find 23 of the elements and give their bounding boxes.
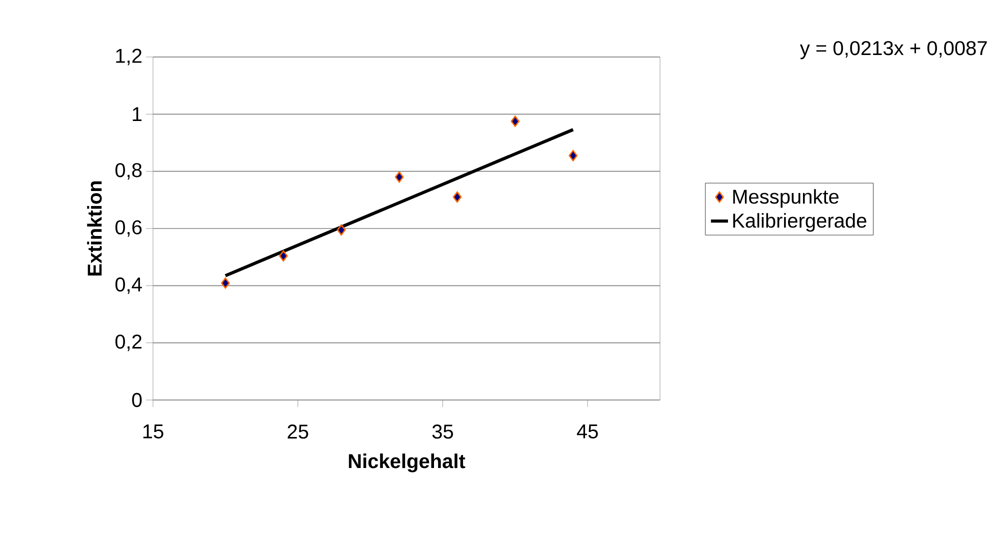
- x-tick-label: 45: [576, 424, 598, 438]
- legend-label: Messpunkte: [733, 189, 839, 208]
- point: [452, 191, 462, 203]
- x-tick-label: 25: [288, 424, 308, 439]
- point: [221, 277, 230, 289]
- x-tick-label: 15: [143, 424, 164, 438]
- y-tick-label: 0,6: [115, 220, 142, 237]
- y-tick-label: 0,4: [115, 277, 142, 294]
- point: [568, 150, 578, 162]
- point: [510, 116, 520, 127]
- x-tick-label: 35: [432, 424, 453, 439]
- point: [336, 224, 346, 236]
- y-tick-label: 0: [132, 392, 142, 408]
- point: [278, 250, 288, 262]
- y-tick-label: 1,2: [116, 48, 142, 66]
- legend-label: Kalibriergerade: [733, 213, 866, 232]
- y-axis-title: Extinktion: [87, 181, 102, 276]
- x-axis-title: Nickelgehalt: [348, 454, 466, 472]
- text: y = 0,0213x + 0,0087: [800, 41, 987, 60]
- y-tick-label: 0,2: [115, 334, 142, 352]
- y-tick-label: 1: [132, 107, 142, 122]
- point: [394, 171, 404, 183]
- y-tick-label: 0,8: [115, 163, 142, 180]
